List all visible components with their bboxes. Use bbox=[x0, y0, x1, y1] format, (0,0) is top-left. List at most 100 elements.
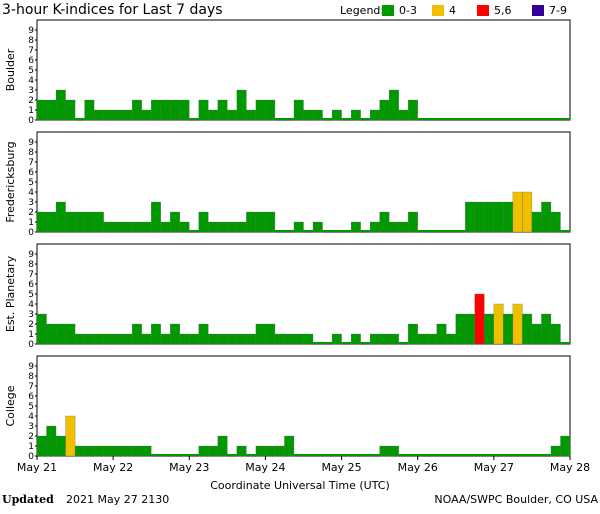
bar bbox=[36, 435, 47, 457]
bar bbox=[408, 323, 418, 345]
y-tick-label: 6 bbox=[28, 392, 34, 402]
y-axis-label: Fredericksburg bbox=[4, 141, 17, 222]
bar bbox=[112, 109, 123, 121]
panel-frame bbox=[36, 355, 571, 457]
y-tick-label: 8 bbox=[28, 372, 34, 382]
bar bbox=[465, 201, 475, 233]
bar bbox=[350, 221, 361, 233]
bar bbox=[379, 333, 390, 345]
bar bbox=[46, 323, 57, 345]
bar bbox=[65, 211, 76, 233]
y-tick-label: 2 bbox=[28, 432, 34, 442]
bar bbox=[389, 333, 399, 345]
bar bbox=[208, 221, 218, 233]
y-tick-label: 8 bbox=[28, 36, 34, 46]
y-tick-label: 3 bbox=[28, 86, 34, 96]
chart-title: 3-hour K-indices for Last 7 days bbox=[2, 2, 223, 18]
bar bbox=[84, 445, 95, 457]
bar bbox=[265, 445, 276, 457]
bar bbox=[550, 211, 561, 233]
bar bbox=[170, 99, 180, 121]
x-tick-label: May 28 bbox=[550, 461, 590, 474]
legend-entry: 0-3 bbox=[399, 4, 417, 17]
bar bbox=[417, 333, 428, 345]
bar bbox=[227, 221, 238, 233]
bar bbox=[312, 221, 323, 233]
bar bbox=[46, 425, 57, 457]
bar bbox=[293, 99, 304, 121]
bar bbox=[103, 333, 114, 345]
y-tick-label: 6 bbox=[28, 168, 34, 178]
y-tick-label: 5 bbox=[28, 402, 34, 412]
bar bbox=[227, 333, 238, 345]
bar bbox=[436, 323, 447, 345]
bar bbox=[531, 211, 542, 233]
y-tick-label: 8 bbox=[28, 260, 34, 270]
bar bbox=[236, 221, 247, 233]
bar bbox=[303, 333, 314, 345]
bar bbox=[36, 99, 47, 121]
bar bbox=[217, 99, 228, 121]
y-tick-label: 2 bbox=[28, 208, 34, 218]
legend-label: Legend: bbox=[340, 4, 384, 17]
bar bbox=[493, 303, 504, 345]
bar bbox=[151, 201, 161, 233]
y-tick-label: 4 bbox=[28, 412, 34, 422]
bar bbox=[474, 201, 485, 233]
bar bbox=[331, 109, 342, 121]
bar bbox=[255, 323, 266, 345]
bar bbox=[132, 221, 142, 233]
bar bbox=[93, 211, 104, 233]
bar bbox=[550, 445, 561, 457]
bar bbox=[350, 333, 361, 345]
bar bbox=[227, 109, 238, 121]
bar bbox=[93, 109, 104, 121]
bar bbox=[465, 313, 475, 345]
bar bbox=[151, 99, 161, 121]
bar bbox=[303, 109, 314, 121]
y-tick-label: 9 bbox=[28, 138, 34, 148]
bar bbox=[255, 211, 266, 233]
bar bbox=[522, 191, 533, 233]
bar bbox=[284, 333, 295, 345]
bar bbox=[141, 109, 152, 121]
bar bbox=[236, 445, 247, 457]
bar bbox=[151, 323, 161, 345]
bar bbox=[484, 201, 495, 233]
y-tick-label: 6 bbox=[28, 56, 34, 66]
bar bbox=[217, 333, 228, 345]
bar bbox=[160, 333, 171, 345]
bar bbox=[36, 211, 47, 233]
bar bbox=[74, 211, 85, 233]
bar bbox=[112, 445, 123, 457]
y-tick-label: 7 bbox=[28, 270, 34, 280]
bar bbox=[55, 435, 66, 457]
bar bbox=[65, 323, 76, 345]
bar bbox=[408, 211, 418, 233]
y-tick-label: 4 bbox=[28, 300, 34, 310]
y-tick-label: 1 bbox=[28, 218, 34, 228]
y-tick-label: 5 bbox=[28, 290, 34, 300]
bar bbox=[389, 445, 399, 457]
bar bbox=[46, 99, 57, 121]
bar bbox=[369, 221, 380, 233]
y-tick-label: 6 bbox=[28, 280, 34, 290]
bar bbox=[331, 333, 342, 345]
bar bbox=[217, 221, 228, 233]
bar bbox=[503, 313, 514, 345]
bar bbox=[160, 99, 171, 121]
y-tick-label: 0 bbox=[28, 116, 34, 126]
bar bbox=[446, 333, 456, 345]
bar bbox=[103, 109, 114, 121]
bar bbox=[112, 221, 123, 233]
x-tick-label: May 27 bbox=[474, 461, 514, 474]
bar bbox=[265, 211, 276, 233]
updated-time: 2021 May 27 2130 bbox=[66, 493, 169, 506]
bar bbox=[560, 435, 571, 457]
bar bbox=[389, 89, 399, 121]
bar bbox=[198, 445, 209, 457]
bar bbox=[274, 445, 285, 457]
x-tick-label: May 26 bbox=[398, 461, 438, 474]
bar bbox=[74, 445, 85, 457]
